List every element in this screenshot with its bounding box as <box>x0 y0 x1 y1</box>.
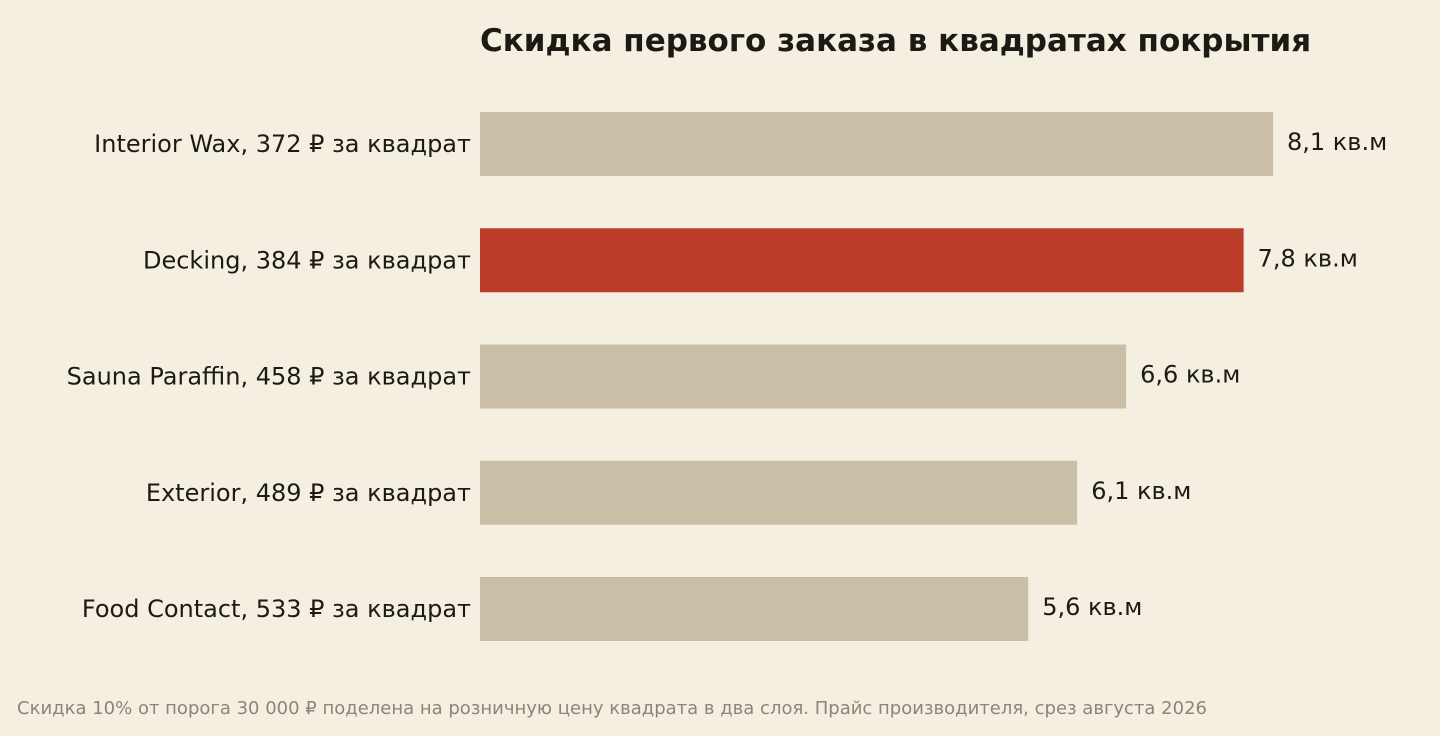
value-label: 5,6 кв.м <box>1042 593 1142 621</box>
category-label: Exterior, 489 ₽ за квадрат <box>146 479 471 507</box>
bar <box>480 112 1273 176</box>
bar-highlighted <box>480 228 1244 293</box>
value-label: 8,1 кв.м <box>1287 128 1387 156</box>
category-label: Interior Wax, 372 ₽ за квадрат <box>94 130 471 158</box>
value-label: 6,1 кв.м <box>1091 477 1191 505</box>
bars-group: Interior Wax, 372 ₽ за квадрат 8,1 кв.м De… <box>67 112 1387 641</box>
bar <box>480 344 1127 409</box>
bar <box>480 460 1078 525</box>
category-label: Decking, 384 ₽ за квадрат <box>143 246 471 274</box>
category-label: Food Contact, 533 ₽ за квадрат <box>82 595 471 623</box>
bar <box>480 577 1029 641</box>
chart-title: Скидка первого заказа в квадратах покрыт… <box>480 23 1311 59</box>
value-label: 6,6 кв.м <box>1140 361 1240 389</box>
value-label: 7,8 кв.м <box>1258 244 1358 272</box>
chart-footnote: Скидка 10% от порога 30 000 ₽ поделена н… <box>17 698 1207 719</box>
category-label: Sauna Paraffin, 458 ₽ за квадрат <box>67 363 471 391</box>
